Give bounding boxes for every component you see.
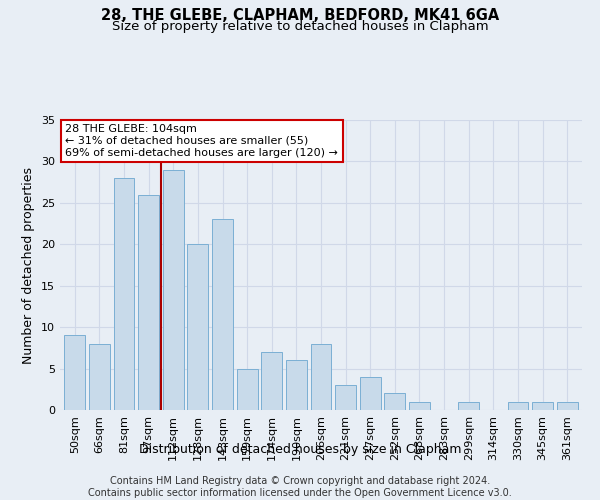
Bar <box>187 244 208 410</box>
Bar <box>236 368 257 410</box>
Bar <box>138 194 159 410</box>
Bar <box>360 377 381 410</box>
Bar <box>458 402 479 410</box>
Bar <box>113 178 134 410</box>
Bar <box>212 220 233 410</box>
Bar <box>557 402 578 410</box>
Bar <box>311 344 331 410</box>
Text: 28, THE GLEBE, CLAPHAM, BEDFORD, MK41 6GA: 28, THE GLEBE, CLAPHAM, BEDFORD, MK41 6G… <box>101 8 499 22</box>
Bar <box>532 402 553 410</box>
Text: Distribution of detached houses by size in Clapham: Distribution of detached houses by size … <box>139 442 461 456</box>
Bar <box>335 385 356 410</box>
Bar <box>89 344 110 410</box>
Bar <box>385 394 406 410</box>
Bar <box>64 336 85 410</box>
Text: Contains HM Land Registry data © Crown copyright and database right 2024.
Contai: Contains HM Land Registry data © Crown c… <box>88 476 512 498</box>
Bar <box>286 360 307 410</box>
Text: 28 THE GLEBE: 104sqm
← 31% of detached houses are smaller (55)
69% of semi-detac: 28 THE GLEBE: 104sqm ← 31% of detached h… <box>65 124 338 158</box>
Bar <box>163 170 184 410</box>
Text: Size of property relative to detached houses in Clapham: Size of property relative to detached ho… <box>112 20 488 33</box>
Bar <box>508 402 529 410</box>
Bar <box>261 352 282 410</box>
Bar <box>409 402 430 410</box>
Y-axis label: Number of detached properties: Number of detached properties <box>22 166 35 364</box>
